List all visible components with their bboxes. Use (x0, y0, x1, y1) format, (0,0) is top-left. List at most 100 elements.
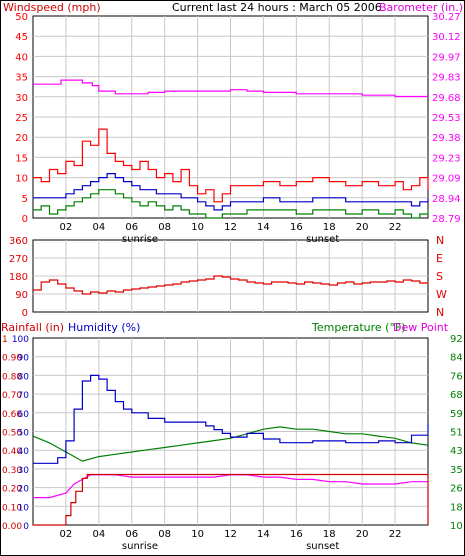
x-tick-label: 08 (158, 529, 171, 540)
x-tick-label: 22 (389, 529, 402, 540)
windspeed-tick-label: 35 (15, 73, 28, 84)
x-tick-label: 10 (191, 222, 204, 233)
rainfall-tick-label: 1 (2, 335, 8, 345)
x-tick-label: 06 (125, 529, 138, 540)
wind-low-series (33, 189, 429, 219)
direction-tick-label: 270 (9, 254, 28, 265)
humidity-tick-label: 30 (18, 466, 30, 476)
temperature-tick-label: 76 (450, 371, 463, 382)
report-title: Current last 24 hours : March 05 2006 (172, 1, 382, 14)
rainfall-tick-label: 0.00 (2, 522, 22, 532)
barometer-tick-label: 29.23 (432, 153, 461, 164)
temperature-tick-label: 51 (450, 428, 463, 439)
humidity-tick-label: 90 (18, 354, 30, 364)
barometer-tick-label: 29.68 (432, 93, 461, 104)
wind-average-series (33, 173, 429, 211)
windspeed-tick-label: 15 (15, 153, 28, 164)
barometer-axis-title: Barometer (in.) (379, 1, 463, 14)
x-tick-label: 12 (224, 529, 237, 540)
barometer-tick-label: 29.38 (432, 133, 461, 144)
humidity-axis-title: Humidity (%) (68, 321, 140, 334)
compass-tick-label: W (436, 288, 447, 301)
rainfall-tick-label: 0.80 (2, 372, 22, 382)
x-tick-label: 18 (323, 529, 336, 540)
windspeed-tick-label: 25 (15, 113, 28, 124)
humidity-tick-label: 70 (18, 391, 30, 401)
temperature-tick-label: 59 (450, 409, 463, 420)
x-tick-label: 20 (356, 529, 369, 540)
x-tick-label: 04 (92, 222, 105, 233)
humidity-tick-label: 40 (18, 447, 30, 457)
windspeed-tick-label: 40 (15, 52, 28, 63)
dewpoint-axis-title: Dew Point (393, 321, 449, 334)
rainfall-tick-label: 0.90 (2, 354, 22, 364)
wind-direction-series (33, 275, 429, 295)
direction-tick-label: 360 (9, 236, 28, 247)
barometer-tick-label: 29.97 (432, 52, 461, 63)
wind-direction-panel: 0 N 90 W 180 S 270 E 360 N (9, 234, 447, 319)
humidity-tick-label: 50 (18, 429, 30, 439)
x-tick-label: 10 (191, 529, 204, 540)
x-tick-label: 22 (389, 222, 402, 233)
barometer-tick-label: 28.79 (432, 214, 461, 225)
x-tick-label: 14 (257, 529, 270, 540)
compass-tick-label: S (436, 270, 443, 283)
compass-tick-label: N (436, 234, 444, 247)
humidity-tick-label: 100 (12, 335, 29, 345)
windspeed-tick-label: 50 (15, 12, 28, 23)
x-tick-label: 04 (92, 529, 105, 540)
rainfall-tick-label: 0.40 (2, 447, 22, 457)
x-tick-label: 20 (356, 222, 369, 233)
rainfall-tick-label: 0.70 (2, 391, 22, 401)
windspeed-tick-label: 30 (15, 93, 28, 104)
rainfall-series (33, 473, 429, 526)
wind-gust-series (33, 128, 429, 203)
barometer-tick-label: 29.53 (432, 113, 461, 124)
windspeed-axis-title: Windspeed (mph) (3, 1, 101, 14)
compass-tick-label: E (436, 252, 443, 265)
rainfall-axis-title: Rainfall (in) (1, 321, 64, 334)
rainfall-tick-label: 0.10 (2, 503, 22, 513)
sunset-label: sunset (306, 541, 339, 552)
direction-tick-label: 90 (15, 290, 28, 301)
temperature-tick-label: 84 (450, 353, 463, 364)
temperature-tick-label: 10 (450, 521, 463, 532)
x-tick-label: 06 (125, 222, 138, 233)
humidity-tick-label: 80 (18, 372, 30, 382)
x-tick-label: 12 (224, 222, 237, 233)
windspeed-tick-label: 10 (15, 174, 28, 185)
windspeed-tick-label: 5 (22, 194, 28, 205)
x-tick-label: 14 (257, 222, 270, 233)
rainfall-tick-label: 0.60 (2, 410, 22, 420)
temperature-tick-label: 43 (450, 446, 463, 457)
x-tick-label: 08 (158, 222, 171, 233)
temperature-tick-label: 18 (450, 502, 463, 513)
windspeed-tick-label: 20 (15, 133, 28, 144)
x-tick-label: 02 (60, 222, 73, 233)
rain-humidity-temperature-panel: Rainfall (in) Humidity (%) Temperature (… (1, 321, 463, 552)
sunrise-label: sunrise (122, 541, 158, 552)
x-tick-label: 18 (323, 222, 336, 233)
barometer-tick-label: 28.94 (432, 194, 461, 205)
x-tick-label: 16 (290, 222, 303, 233)
direction-tick-label: 0 (22, 308, 28, 319)
temperature-series (32, 426, 429, 462)
x-tick-label: 02 (60, 529, 73, 540)
x-tick-label: 16 (290, 529, 303, 540)
barometer-tick-label: 29.83 (432, 73, 461, 84)
temperature-tick-label: 92 (450, 334, 463, 345)
barometer-series (33, 79, 428, 98)
humidity-series (33, 374, 429, 464)
temperature-tick-label: 26 (450, 484, 463, 495)
humidity-tick-label: 0 (23, 522, 29, 532)
barometer-tick-label: 29.09 (432, 174, 461, 185)
barometer-tick-label: 30.12 (432, 32, 461, 43)
barometer-tick-label: 30.27 (432, 12, 461, 23)
windspeed-tick-label: 0 (22, 214, 28, 225)
direction-tick-label: 180 (9, 272, 28, 283)
compass-tick-label: N (436, 306, 444, 319)
humidity-tick-label: 60 (18, 410, 30, 420)
windspeed-tick-label: 45 (15, 32, 28, 43)
